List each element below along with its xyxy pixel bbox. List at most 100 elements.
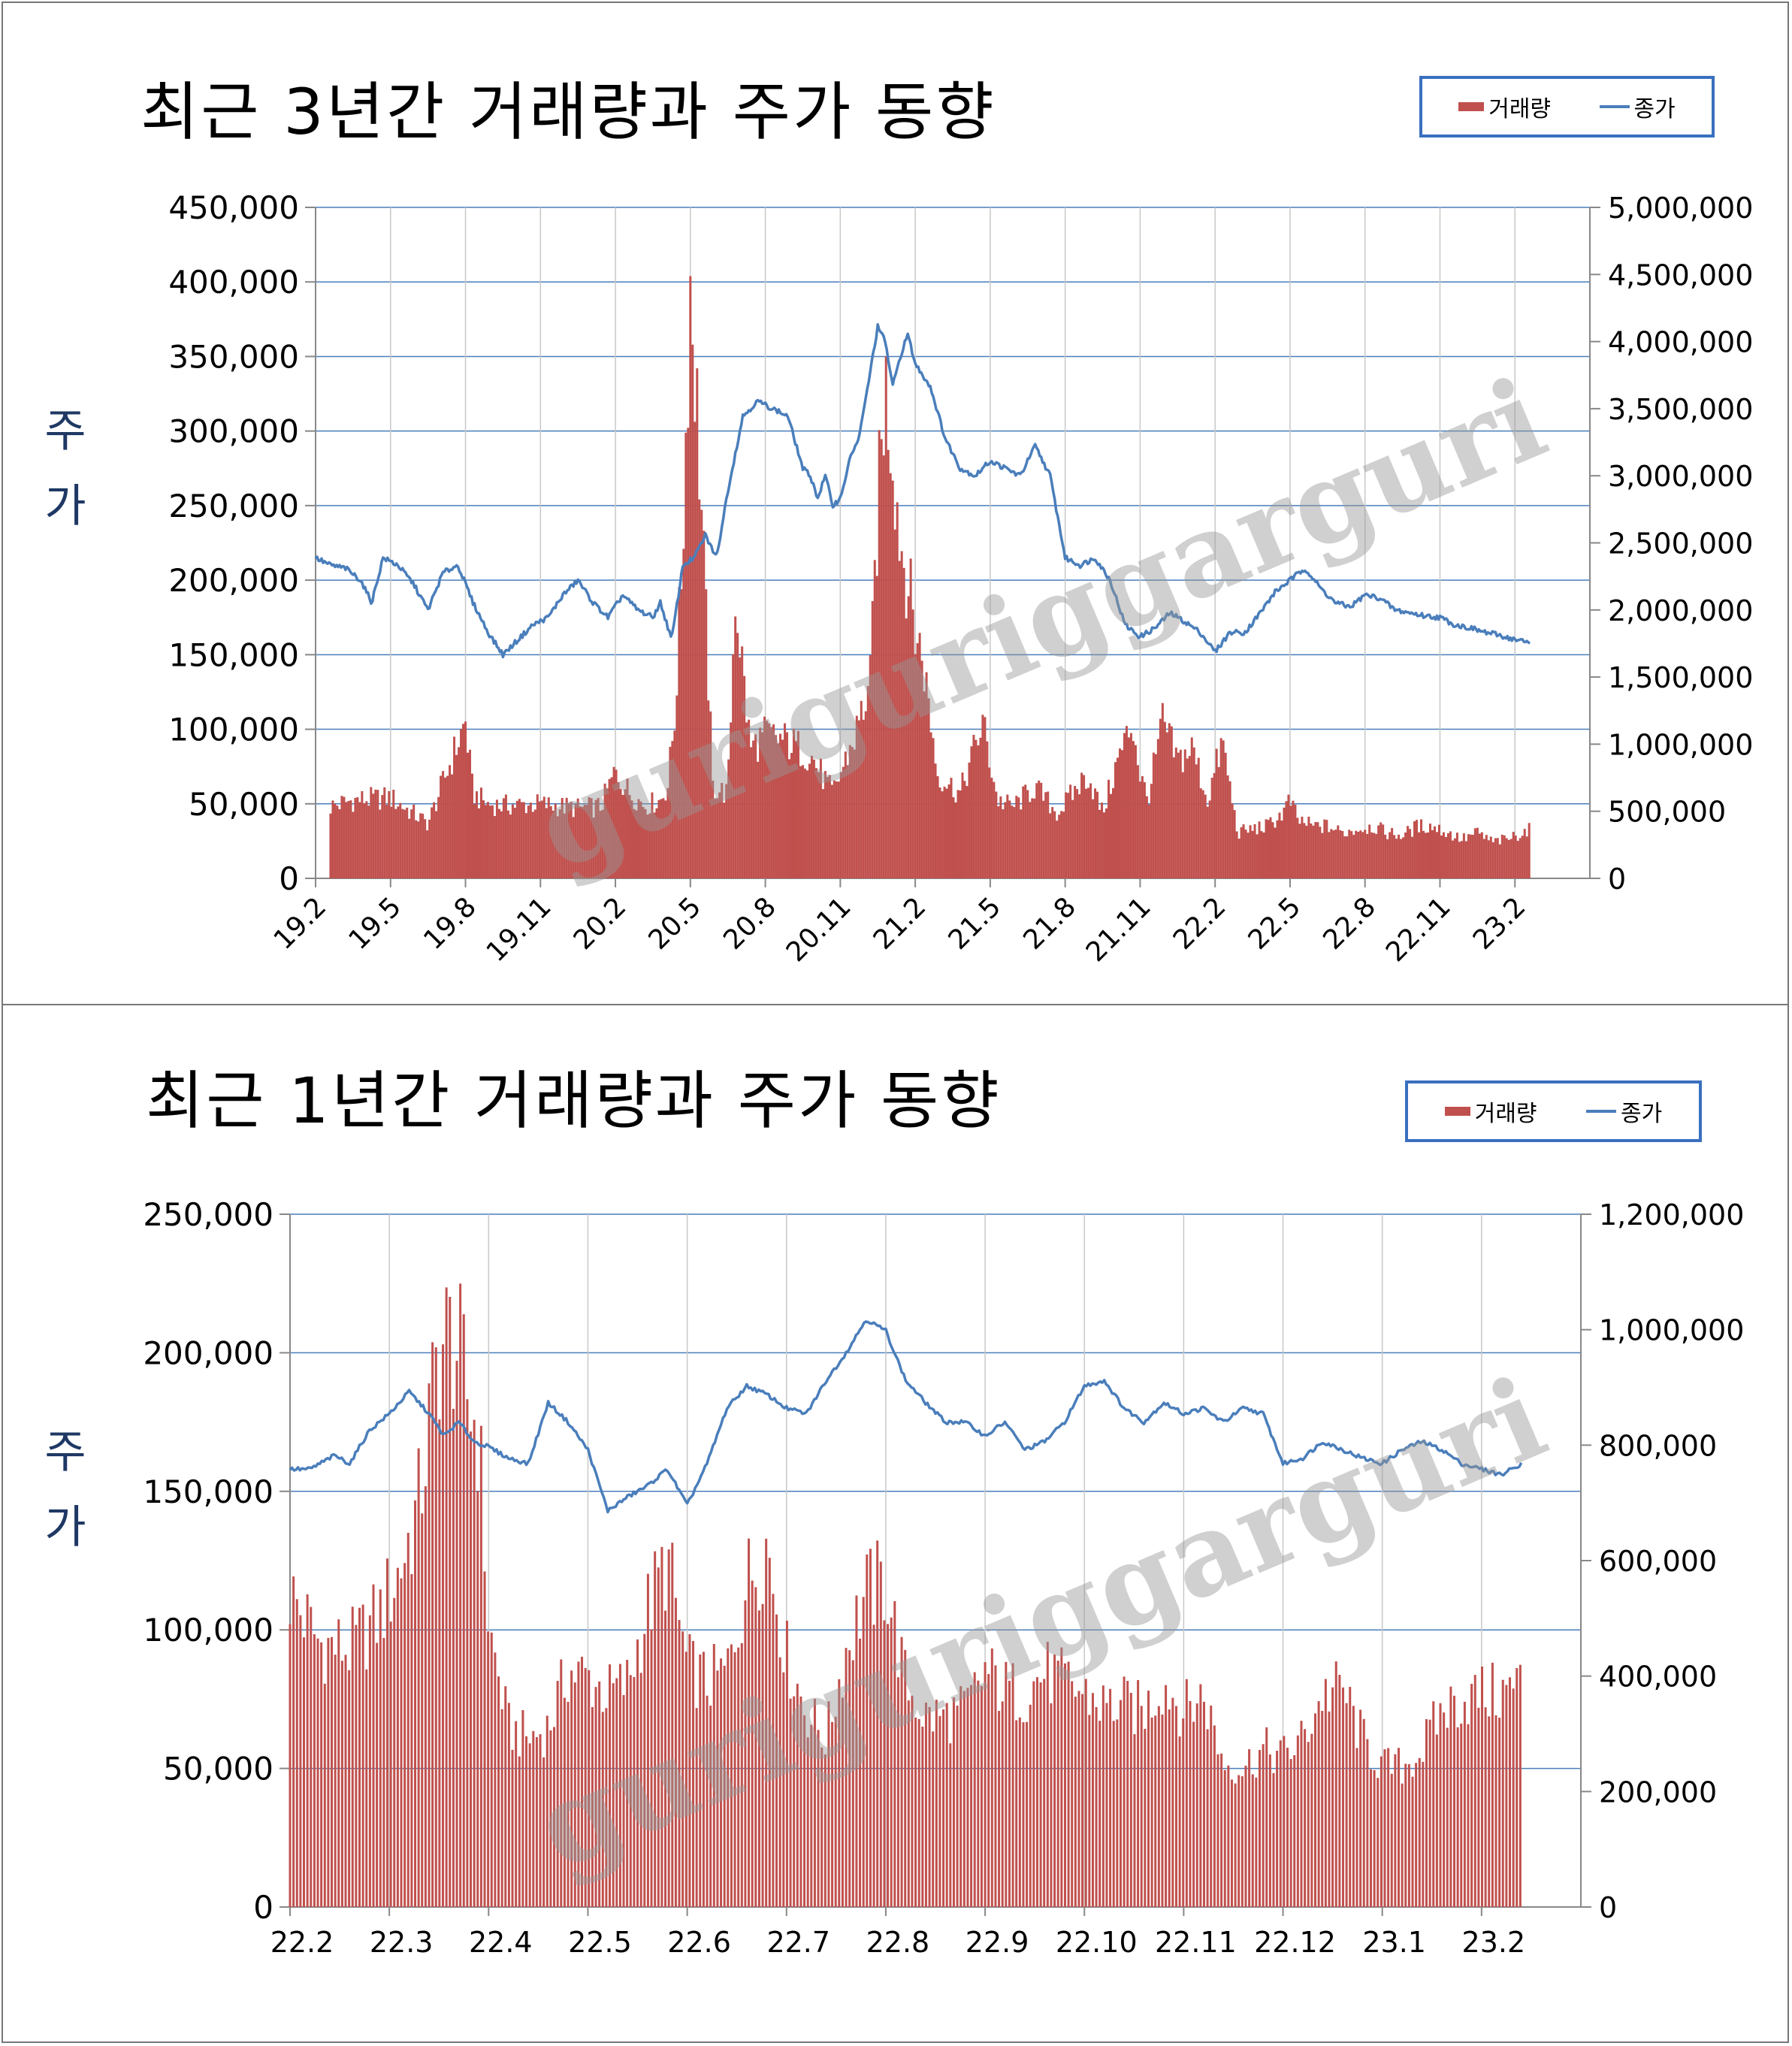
- volume-bar: [1425, 1719, 1428, 1907]
- volume-bar: [817, 772, 820, 878]
- volume-bar: [1136, 765, 1139, 878]
- volume-bar: [1350, 831, 1353, 878]
- x-tick-label: 23.2: [1467, 891, 1532, 956]
- volume-bar: [748, 1538, 751, 1907]
- volume-bar: [440, 775, 443, 878]
- volume-bar: [1210, 1705, 1213, 1907]
- volume-bar: [987, 1673, 990, 1907]
- volume-bar: [1152, 752, 1155, 878]
- volume-bar: [577, 1661, 580, 1907]
- volume-bar: [1425, 833, 1428, 878]
- y-left-tick-label: 100,000: [168, 712, 299, 748]
- volume-bar: [1505, 1685, 1508, 1907]
- volume-bar: [442, 771, 445, 878]
- volume-bar: [831, 1721, 834, 1907]
- volume-bar: [449, 765, 452, 878]
- volume-bar: [845, 1648, 848, 1907]
- volume-bar: [619, 788, 622, 878]
- volume-bar: [902, 567, 905, 878]
- volume-bar: [646, 1573, 649, 1907]
- volume-bar: [327, 1637, 330, 1907]
- volume-bar: [601, 809, 604, 878]
- volume-bar: [772, 1594, 775, 1907]
- volume-bar: [1440, 835, 1443, 878]
- volume-bar: [952, 1697, 955, 1907]
- volume-bar: [786, 732, 789, 878]
- volume-bar: [664, 800, 667, 878]
- volume-bar: [1352, 1706, 1355, 1907]
- y-left-tick-label: 200,000: [168, 562, 299, 599]
- volume-bar: [1292, 800, 1295, 878]
- volume-bar: [494, 1652, 497, 1907]
- volume-bar: [588, 797, 591, 878]
- volume-bar: [904, 1649, 907, 1907]
- volume-bar: [887, 449, 890, 878]
- chart-title: 최근 3년간 거래량과 주가 동향: [141, 75, 996, 149]
- volume-bar: [768, 1558, 771, 1907]
- volume-bar: [538, 801, 541, 878]
- volume-bar: [942, 1709, 945, 1907]
- volume-bar: [1156, 739, 1159, 878]
- x-tick-label: 22.3: [370, 1926, 434, 1959]
- volume-bar: [507, 1703, 510, 1907]
- volume-bar: [730, 722, 733, 878]
- volume-bar: [292, 1576, 295, 1907]
- volume-bar: [437, 796, 440, 878]
- volume-bar: [449, 1297, 452, 1907]
- volume-bar: [455, 1361, 458, 1907]
- volume-bar: [1276, 1751, 1279, 1907]
- volume-bar: [1435, 1734, 1438, 1907]
- volume-bar: [1237, 839, 1240, 878]
- volume-bar: [1258, 1749, 1261, 1907]
- volume-bar: [1240, 827, 1243, 878]
- volume-bar: [1328, 1711, 1331, 1907]
- volume-bar: [837, 781, 840, 878]
- volume-bar: [1053, 811, 1056, 878]
- volume-bar: [703, 530, 706, 878]
- volume-bar: [344, 1655, 347, 1907]
- y-axis-title-char-1: 주: [44, 1426, 86, 1479]
- volume-bar: [784, 723, 787, 878]
- volume-bar: [639, 1673, 642, 1907]
- volume-bar: [1317, 1701, 1320, 1907]
- chart-legend: 거래량 종가: [1419, 76, 1715, 138]
- volume-bar: [1248, 1748, 1251, 1907]
- volume-bar: [1253, 824, 1256, 878]
- volume-bar: [1407, 826, 1410, 878]
- volume-bar: [846, 765, 849, 878]
- volume-bar: [1017, 797, 1020, 878]
- volume-bar: [1024, 784, 1027, 878]
- volume-bar: [1285, 801, 1288, 878]
- volume-bar: [1140, 1706, 1143, 1907]
- volume-bar: [1077, 1691, 1080, 1907]
- volume-bar: [299, 1615, 302, 1907]
- volume-bar: [1485, 835, 1488, 878]
- volume-bar: [1473, 828, 1476, 878]
- volume-bar: [1355, 830, 1358, 878]
- volume-bar: [453, 736, 456, 878]
- volume-bar: [1265, 819, 1268, 878]
- volume-bar: [644, 808, 647, 878]
- volume-bar: [1404, 832, 1407, 878]
- volume-bar: [1210, 778, 1213, 878]
- volume-bar: [1489, 836, 1492, 878]
- volume-bar: [473, 804, 476, 878]
- volume-bar: [547, 797, 550, 878]
- volume-bar: [1168, 1709, 1171, 1907]
- volume-bar: [1109, 1688, 1112, 1907]
- volume-bar: [1523, 829, 1526, 878]
- volume-bar: [560, 1659, 563, 1907]
- y-left-tick-label: 150,000: [168, 636, 299, 673]
- volume-bar: [671, 1543, 674, 1907]
- volume-bar: [455, 754, 458, 878]
- volume-bar: [509, 814, 512, 878]
- volume-bar: [549, 805, 552, 878]
- volume-bar: [442, 1344, 445, 1907]
- volume-bar: [687, 428, 690, 878]
- volume-bar: [1321, 1711, 1324, 1907]
- volume-bar: [744, 1600, 747, 1907]
- chart-3yr-svg: 450,000 400,000 350,000 300,000 250,000 200,0…: [168, 189, 1753, 968]
- volume-bar: [751, 1580, 754, 1907]
- volume-bar: [1058, 814, 1061, 878]
- volume-bar: [1503, 835, 1506, 878]
